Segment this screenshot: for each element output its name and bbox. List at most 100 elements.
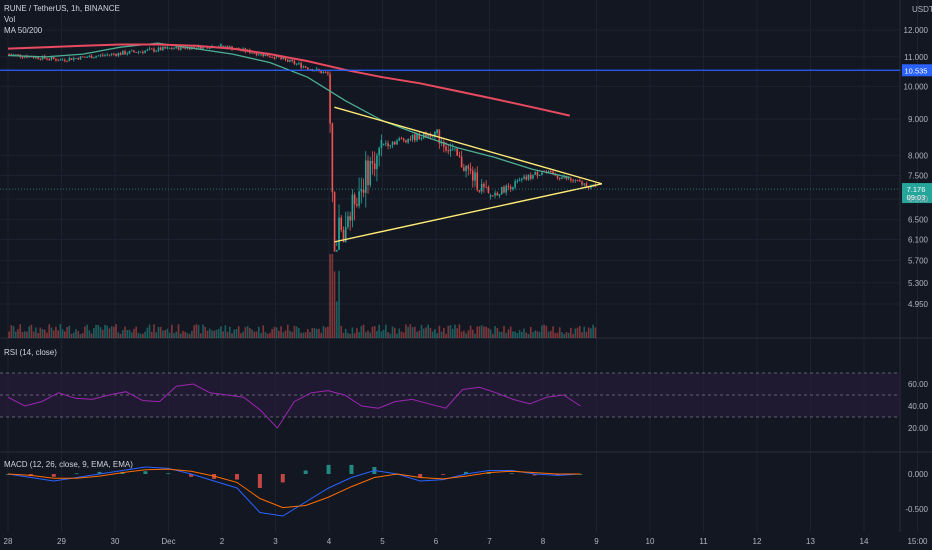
volume-bar [331,253,334,338]
volume-bar [282,332,285,338]
candle-body [434,131,436,137]
macd-histogram-bar [555,474,560,476]
candle-body [561,177,563,179]
volume-bar [295,326,298,338]
candle-body [458,155,461,157]
candle-body [541,172,543,175]
volume-bar [405,324,407,338]
candle-body [498,194,501,196]
candle-body [313,70,316,72]
candle-body [253,52,256,54]
candle-body [492,195,494,197]
x-tick-label: 29 [57,537,66,546]
symbol-title: RUNE / TetherUS, 1h, BINANCE [4,4,120,13]
candle-body [581,181,583,185]
candle-body [162,46,164,51]
volume-bar [460,331,463,338]
rsi-line [7,383,581,429]
volume-bar [228,326,231,338]
candle-body [351,194,354,221]
price-tick-label: 11.000 [904,53,928,62]
candle-body [41,55,44,60]
volume-bar [407,326,409,338]
candle-body [525,176,528,180]
volume-bar [360,326,363,338]
candle-body [463,167,465,172]
volume-bar [536,331,539,338]
candle-body [483,183,485,187]
volume-bar [318,328,320,338]
rsi-tick-label: 60.00 [908,380,929,389]
candle-body [126,53,129,55]
candle-body [79,56,82,60]
candle-body [115,54,117,56]
volume-bar [104,324,106,338]
price-tick-label: 5.300 [908,279,929,288]
candle-body [101,54,104,56]
candle-body [264,54,267,57]
candle-body [356,204,358,206]
candle-body [52,57,55,59]
candle-body [12,54,15,56]
volume-bar [324,327,327,338]
x-tick-label: 11 [699,537,708,546]
candle-body [480,183,483,192]
x-tick-label: 2 [220,537,225,546]
volume-bar [398,328,401,338]
candle-body [157,47,160,51]
volume-bar [507,329,510,338]
x-tick-label: 30 [111,537,120,546]
volume-bar [498,331,501,338]
candle-body [496,192,499,196]
candle-body [220,44,222,47]
candle-body [159,47,162,51]
volume-bar [500,331,503,338]
candle-body [97,55,100,57]
volume-bar [587,327,590,338]
candle-body [547,170,550,173]
candle-body [64,59,66,61]
volume-bar [402,332,405,338]
volume-bar [525,332,528,338]
volume-bar [527,333,530,338]
candle-body [128,50,131,54]
volume-bar [514,331,516,338]
candle-body [387,143,389,147]
volume-bar [369,332,372,338]
volume-bar [159,326,162,338]
volume-bar [342,332,345,338]
volume-bar [271,329,273,338]
volume-bar [266,333,269,338]
volume-bar [155,332,158,338]
candle-body [171,48,173,49]
candle-body [478,189,481,192]
candle-body [529,174,532,179]
candle-body [369,160,372,185]
volume-bar [590,328,592,338]
candle-body [133,50,135,53]
candle-body [110,53,113,55]
candle-body [184,47,187,49]
volume-bar [382,329,385,338]
macd-tick-label: -0.500 [905,505,928,514]
volume-bar [273,327,276,338]
volume-bar [144,331,146,338]
candle-body [469,168,472,171]
candle-body [425,131,427,137]
volume-bar [191,330,193,338]
rsi-panel[interactable] [0,372,900,429]
volume-bar [578,325,581,338]
candle-body [168,48,171,49]
volume-bar [262,325,265,338]
chart-grid [0,0,932,532]
candle-body [340,217,343,230]
volume-bar [509,326,512,338]
macd-panel[interactable] [6,464,583,517]
candle-body [587,187,590,189]
volume-bar [547,331,550,338]
volume-bar [179,333,182,338]
volume-bar [182,330,184,338]
candle-body [70,58,73,60]
